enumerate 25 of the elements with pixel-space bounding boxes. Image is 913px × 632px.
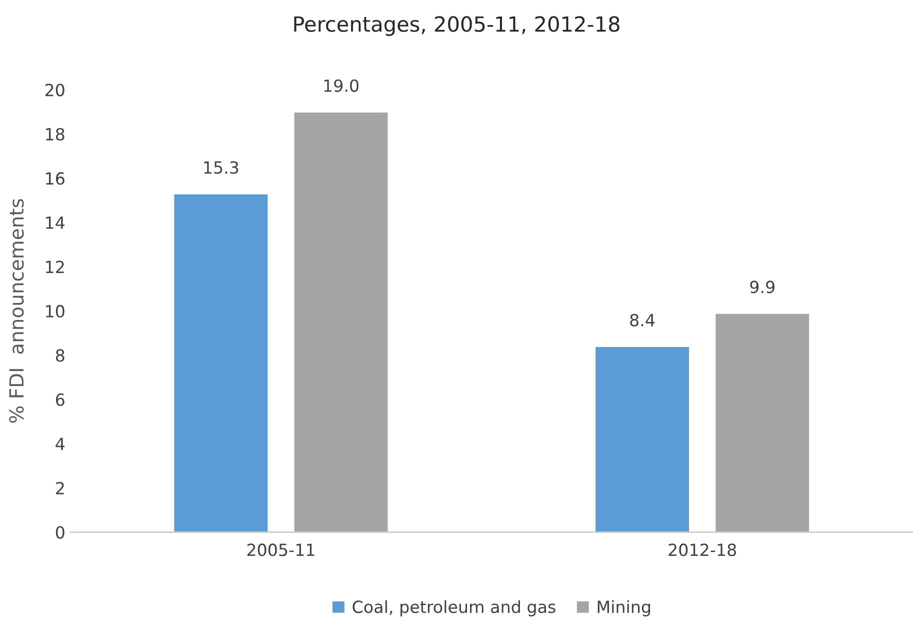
x-tick-label: 2005-11 <box>247 544 314 556</box>
bar <box>594 346 690 532</box>
y-tick-label: 2 <box>56 482 64 494</box>
bar <box>292 111 390 532</box>
data-label: 8.4 <box>630 314 655 326</box>
y-tick-label: 10 <box>46 304 64 318</box>
y-tick-label: 12 <box>46 260 64 274</box>
y-tick-label: 0 <box>56 526 64 539</box>
y-tick-label: 16 <box>46 172 64 185</box>
y-tick-label: 20 <box>45 84 64 96</box>
bar <box>172 193 270 532</box>
y-tick-label: 18 <box>46 128 64 141</box>
y-tick-label: 4 <box>56 438 65 450</box>
y-tick-label: 14 <box>46 216 65 229</box>
data-label: 15.3 <box>204 161 238 174</box>
bar <box>714 312 810 532</box>
data-label: 9.9 <box>750 280 774 294</box>
y-tick-label: 8 <box>56 349 64 362</box>
data-label: 19.0 <box>324 79 358 92</box>
legend-label: Coal, petroleum and gas <box>352 600 556 616</box>
y-axis-title: % FDI announcements <box>9 199 24 423</box>
x-tick-label: 2012-18 <box>668 544 736 556</box>
y-tick-label: 6 <box>56 393 64 406</box>
legend-label: Mining <box>598 600 650 616</box>
chart-title: Percentages, 2005-11, 2012-18 <box>294 16 620 36</box>
